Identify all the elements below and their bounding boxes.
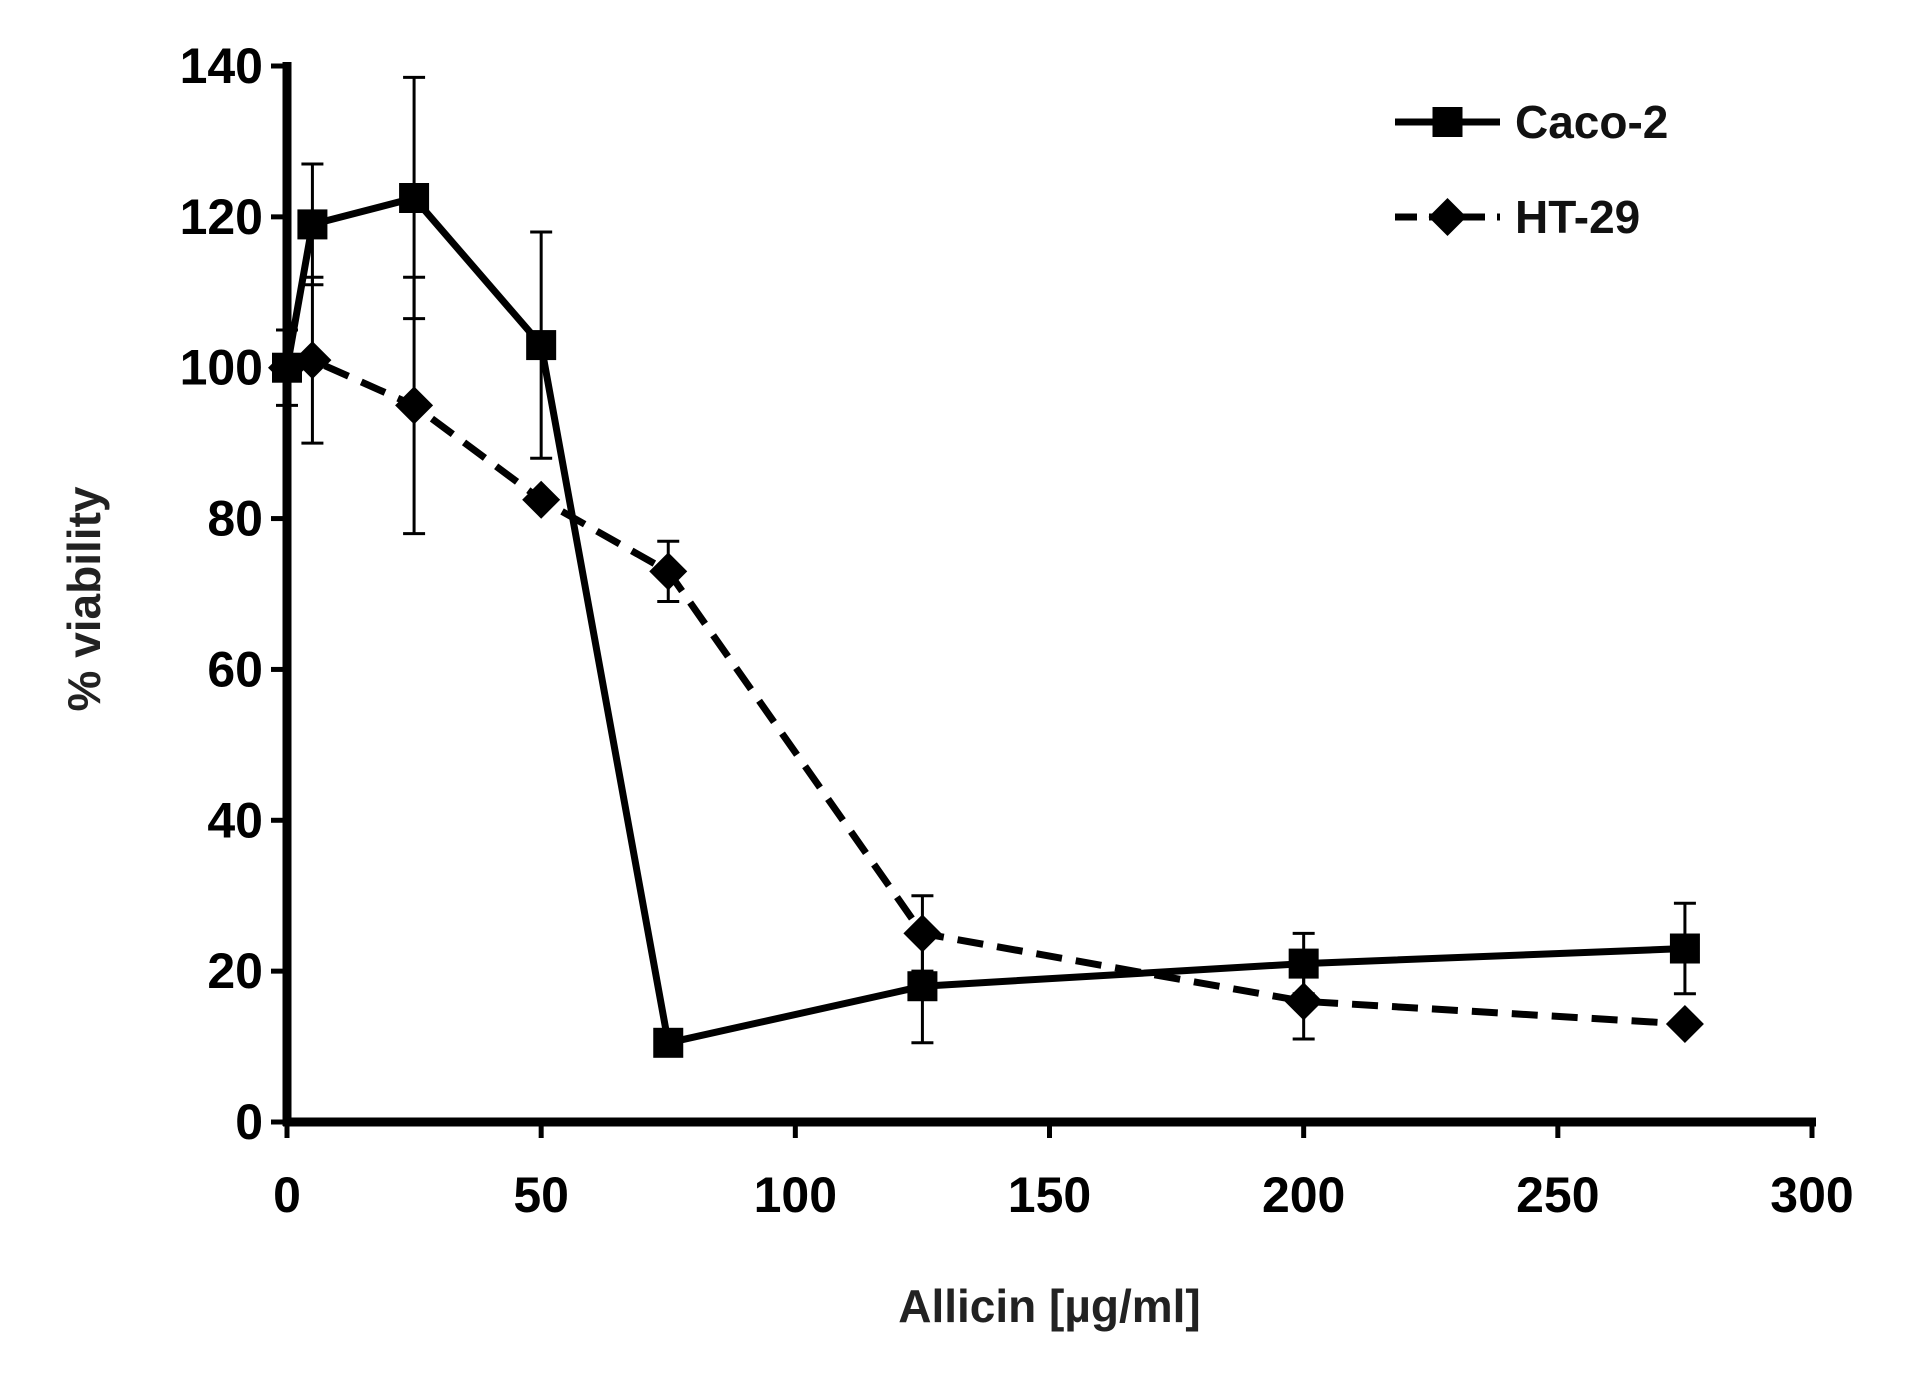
legend-item: HT-29 bbox=[1395, 191, 1640, 243]
legend-item: Caco-2 bbox=[1395, 96, 1668, 148]
data-point bbox=[907, 971, 938, 1002]
data-point bbox=[1665, 1004, 1704, 1043]
y-ticks: 0 20 40 60 80 100 120 140 bbox=[180, 38, 287, 1150]
x-tick-label: 100 bbox=[754, 1167, 837, 1223]
series-line bbox=[283, 194, 1686, 1047]
series-layer bbox=[268, 75, 1704, 1058]
x-tick-label: 300 bbox=[1770, 1167, 1853, 1223]
data-point bbox=[653, 1027, 684, 1058]
plot-area: 0 50 100 150 200 250 300 0 20 40 60 80 100 120 140 bbox=[180, 38, 1854, 1223]
y-tick-label: 140 bbox=[180, 38, 263, 94]
legend-label: HT-29 bbox=[1515, 191, 1640, 243]
series-caco-2 bbox=[272, 75, 1700, 1058]
series-line bbox=[286, 356, 1686, 1028]
data-point bbox=[1284, 982, 1323, 1021]
data-point bbox=[522, 480, 561, 519]
legend: Caco-2 HT-29 bbox=[1395, 96, 1668, 243]
data-point bbox=[1669, 933, 1700, 964]
legend-label: Caco-2 bbox=[1515, 96, 1668, 148]
y-tick-label: 120 bbox=[180, 189, 263, 245]
x-tick-label: 200 bbox=[1262, 1167, 1345, 1223]
legend-marker bbox=[1428, 198, 1467, 236]
data-point bbox=[293, 341, 332, 380]
x-axis-title: Allicin [µg/ml] bbox=[898, 1280, 1201, 1332]
y-axis-title: % viability bbox=[58, 486, 110, 711]
y-tick-label: 60 bbox=[207, 641, 263, 697]
y-tick-label: 40 bbox=[207, 792, 263, 848]
x-tick-label: 50 bbox=[513, 1167, 569, 1223]
data-point bbox=[649, 552, 688, 591]
x-tick-label: 0 bbox=[273, 1167, 301, 1223]
series-ht-29 bbox=[268, 275, 1704, 1043]
data-point bbox=[297, 209, 328, 240]
data-point bbox=[395, 386, 434, 425]
y-tick-label: 80 bbox=[207, 491, 263, 547]
data-point bbox=[399, 183, 430, 213]
y-tick-label: 20 bbox=[207, 943, 263, 999]
data-point bbox=[903, 914, 942, 953]
x-tick-label: 150 bbox=[1008, 1167, 1091, 1223]
x-ticks: 0 50 100 150 200 250 300 bbox=[273, 1122, 1854, 1223]
data-point bbox=[526, 330, 557, 361]
y-tick-label: 100 bbox=[180, 340, 263, 396]
legend-marker bbox=[1432, 107, 1463, 137]
y-tick-label: 0 bbox=[235, 1094, 263, 1150]
x-tick-label: 250 bbox=[1516, 1167, 1599, 1223]
